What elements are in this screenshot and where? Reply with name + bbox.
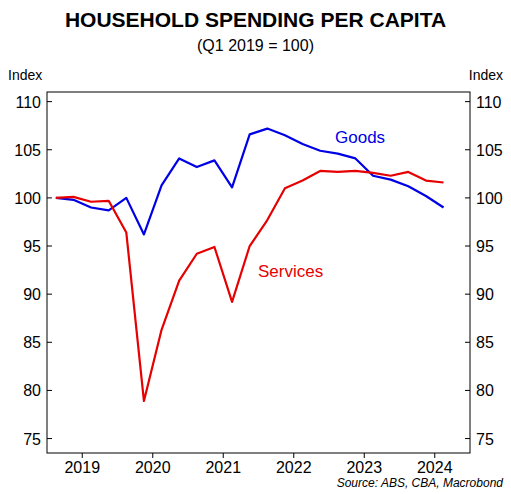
y-tick [465,390,470,391]
y-tick-label: 90 [476,286,494,303]
y-tick-label: 105 [476,142,503,159]
y-tick [465,101,470,102]
y-tick [465,197,470,198]
x-tick [364,453,365,458]
y-tick [47,149,52,150]
y-label: Index [8,67,42,83]
y-tick [47,342,52,343]
x-tick [152,453,153,458]
title: HOUSEHOLD SPENDING PER CAPITA [65,8,446,31]
series-label: Goods [335,128,385,147]
y-tick-label: 110 [476,94,502,111]
y-tick [47,438,52,439]
y-tick [465,342,470,343]
y-tick-label: 95 [23,238,41,255]
y-tick-label: 95 [476,238,494,255]
y-tick [47,101,52,102]
y-tick-label: 80 [476,382,494,399]
y-tick-label: 110 [15,94,41,111]
y-tick-label: 85 [23,334,41,351]
y-tick-label: 100 [14,190,41,207]
y-tick-label: 75 [476,431,494,448]
chart: HOUSEHOLD SPENDING PER CAPITA (Q1 2019 = … [0,0,511,494]
y-tick [465,294,470,295]
x-tick-label: 2023 [346,459,382,476]
plot-frame [47,92,470,453]
x-tick [82,453,83,458]
y-label: Index [469,67,503,83]
y-tick [47,390,52,391]
series-label: Services [258,262,323,281]
series-group [56,129,444,401]
series-line [56,129,444,235]
y-tick [465,246,470,247]
y-tick [465,438,470,439]
y-tick-label: 85 [476,334,494,351]
y-tick-label: 90 [23,286,41,303]
y-tick-label: 105 [14,142,41,159]
x-tick [293,453,294,458]
y-tick-label: 100 [476,190,503,207]
x-tick [434,453,435,458]
x-tick-label: 2024 [417,459,453,476]
x-tick-label: 2022 [276,459,312,476]
x-tick-label: 2021 [205,459,241,476]
series-line [56,171,444,401]
x-tick-label: 2019 [64,459,100,476]
y-tick-label: 75 [23,431,41,448]
y-tick [47,197,52,198]
y-tick [47,294,52,295]
y-tick-label: 80 [23,382,41,399]
y-tick [47,246,52,247]
subtitle: (Q1 2019 = 100) [197,37,314,54]
source: Source: ABS, CBA, Macrobond [337,476,504,490]
x-tick-label: 2020 [135,459,171,476]
y-tick [465,149,470,150]
x-tick [223,453,224,458]
